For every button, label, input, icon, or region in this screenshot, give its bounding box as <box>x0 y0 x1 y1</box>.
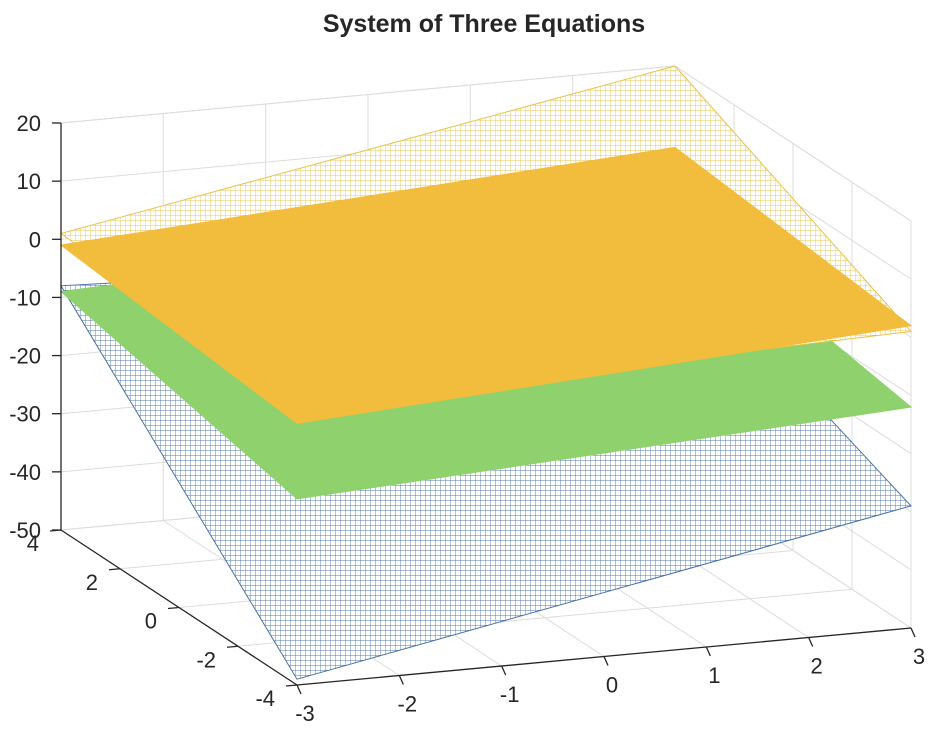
z-tick-label: -20 <box>9 344 41 369</box>
x-tick-label: -3 <box>295 701 315 726</box>
x-tick-label: 1 <box>708 663 720 688</box>
x-tick-label: -1 <box>500 682 520 707</box>
y-tick-mark <box>226 645 239 648</box>
y-tick-label: -2 <box>196 647 216 672</box>
z-tick-label: 10 <box>17 169 41 194</box>
x-tick-mark <box>808 637 814 647</box>
x-tick-mark <box>398 675 404 685</box>
surface-layer <box>59 65 913 680</box>
y-tick-label: 0 <box>145 609 157 634</box>
x-tick-mark <box>910 627 916 638</box>
z-tick-label: -40 <box>9 460 41 485</box>
x-tick-label: 0 <box>606 673 618 698</box>
x-tick-label: 3 <box>913 644 925 669</box>
y-tick-mark <box>285 684 298 687</box>
z-tick-label: 0 <box>29 227 41 252</box>
x-tick-mark <box>296 684 302 695</box>
x-tick-mark <box>603 656 609 666</box>
y-tick-mark <box>167 606 180 610</box>
z-tick-label: 20 <box>17 111 41 136</box>
surface-4-solid <box>59 146 913 424</box>
x-tick-label: -2 <box>398 692 418 717</box>
z-tick-label: -30 <box>9 402 41 427</box>
y-tick-label: 4 <box>27 531 39 556</box>
x-tick-mark <box>705 646 711 657</box>
y-tick-label: 2 <box>86 570 98 595</box>
box-edge <box>60 65 676 124</box>
x-tick-mark <box>501 665 507 676</box>
z-tick-label: -50 <box>9 518 41 543</box>
x-tick-label: 2 <box>811 654 823 679</box>
box-edge <box>674 65 912 222</box>
z-tick-label: -10 <box>9 285 41 310</box>
y-tick-mark <box>108 568 121 571</box>
y-tick-label: -4 <box>255 686 275 711</box>
chart-title: System of Three Equations <box>323 10 645 38</box>
